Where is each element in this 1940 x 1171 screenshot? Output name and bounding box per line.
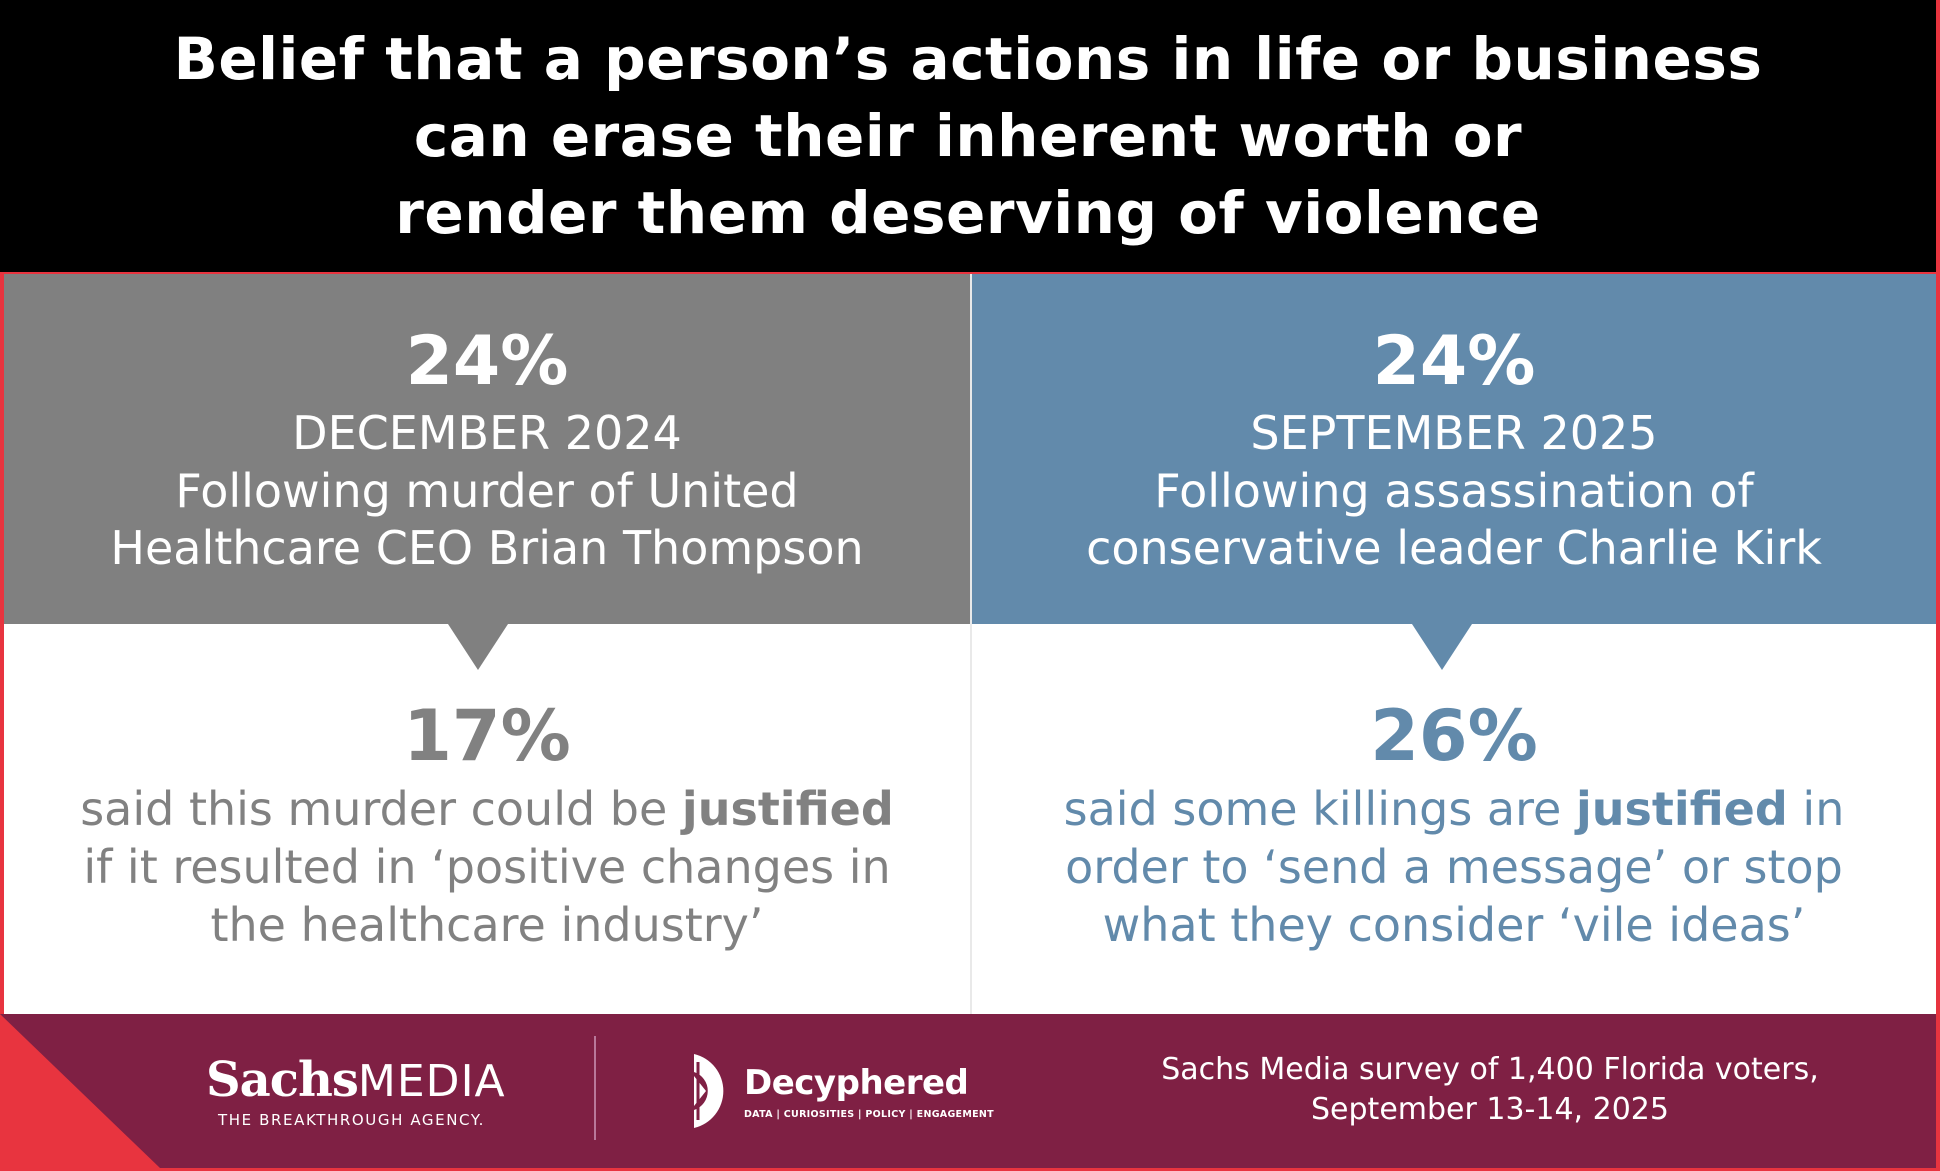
left-stat-line-1-pre: said this murder could be	[80, 782, 682, 836]
right-stat-text: said some killings are justified in orde…	[1064, 780, 1845, 954]
left-stat-percent: 17%	[403, 695, 571, 777]
left-date: DECEMBER 2024	[292, 406, 682, 460]
sachs-wordmark-light: MEDIA	[357, 1056, 506, 1107]
right-stat-line-1-post: in	[1787, 782, 1845, 836]
left-pointer-arrow	[448, 624, 508, 670]
right-stat-line-2: order to ‘send a message’ or stop	[1065, 840, 1843, 894]
sachs-tagline: THE BREAKTHROUGH AGENCY.	[218, 1111, 485, 1129]
right-header-panel: 24% SEPTEMBER 2025 Following assassinati…	[972, 274, 1936, 624]
left-header-panel: 24% DECEMBER 2024 Following murder of Un…	[4, 274, 970, 624]
title-banner: Belief that a person’s actions in life o…	[0, 0, 1936, 272]
source-note: Sachs Media survey of 1,400 Florida vote…	[1120, 1050, 1860, 1130]
left-desc-line-1: Following murder of United	[175, 464, 799, 518]
source-line-1: Sachs Media survey of 1,400 Florida vote…	[1161, 1052, 1819, 1087]
left-stat-line-3: the healthcare industry’	[210, 898, 764, 952]
decyphered-name: Decyphered	[744, 1062, 969, 1103]
decyphered-text: Decyphered DATA | CURIOSITIES | POLICY |…	[744, 1063, 994, 1120]
title-line-3: render them deserving of violence	[395, 178, 1541, 247]
left-stat-line-2: if it resulted in ‘positive changes in	[83, 840, 891, 894]
left-stat-line-1: said this murder could be justified	[80, 780, 894, 838]
right-date: SEPTEMBER 2025	[1250, 406, 1658, 460]
sachs-media-logo: SachsMEDIA THE BREAKTHROUGH AGENCY.	[206, 1054, 506, 1129]
decyphered-mark-icon	[694, 1054, 724, 1128]
left-percent: 24%	[405, 322, 569, 401]
left-desc-line-2: Healthcare CEO Brian Thompson	[110, 521, 864, 575]
footer-logo-divider	[594, 1036, 596, 1140]
right-desc-line-2: conservative leader Charlie Kirk	[1086, 521, 1822, 575]
left-stat-text: said this murder could be justified if i…	[80, 780, 894, 954]
title-line-1: Belief that a person’s actions in life o…	[173, 24, 1763, 93]
title-line-2: can erase their inherent worth or	[413, 101, 1523, 170]
right-stat-emphasis: justified	[1575, 782, 1788, 836]
right-pointer-arrow	[1412, 624, 1472, 670]
sachs-media-wordmark: SachsMEDIA	[206, 1054, 506, 1107]
right-stat-panel: 26% said some killings are justified in …	[972, 624, 1936, 1014]
right-percent: 24%	[1372, 322, 1536, 401]
panel-divider	[970, 274, 972, 1014]
footer-accent-wedge	[0, 1014, 160, 1168]
footer-bar: SachsMEDIA THE BREAKTHROUGH AGENCY. Decy…	[0, 1014, 1936, 1168]
right-desc-line-1: Following assassination of	[1154, 464, 1754, 518]
decyphered-logo: Decyphered DATA | CURIOSITIES | POLICY |…	[690, 1052, 994, 1130]
right-stat-line-3: what they consider ‘vile ideas’	[1102, 898, 1806, 952]
left-stat-panel: 17% said this murder could be justified …	[4, 624, 970, 1014]
decyphered-tagline: DATA | CURIOSITIES | POLICY | ENGAGEMENT	[744, 1108, 994, 1120]
right-stat-line-1: said some killings are justified in	[1064, 780, 1845, 838]
left-stat-emphasis: justified	[681, 782, 894, 836]
sachs-wordmark-bold: Sachs	[206, 1052, 359, 1108]
right-stat-line-1-pre: said some killings are	[1063, 782, 1576, 836]
source-line-2: September 13-14, 2025	[1311, 1092, 1669, 1127]
right-stat-percent: 26%	[1370, 695, 1538, 777]
